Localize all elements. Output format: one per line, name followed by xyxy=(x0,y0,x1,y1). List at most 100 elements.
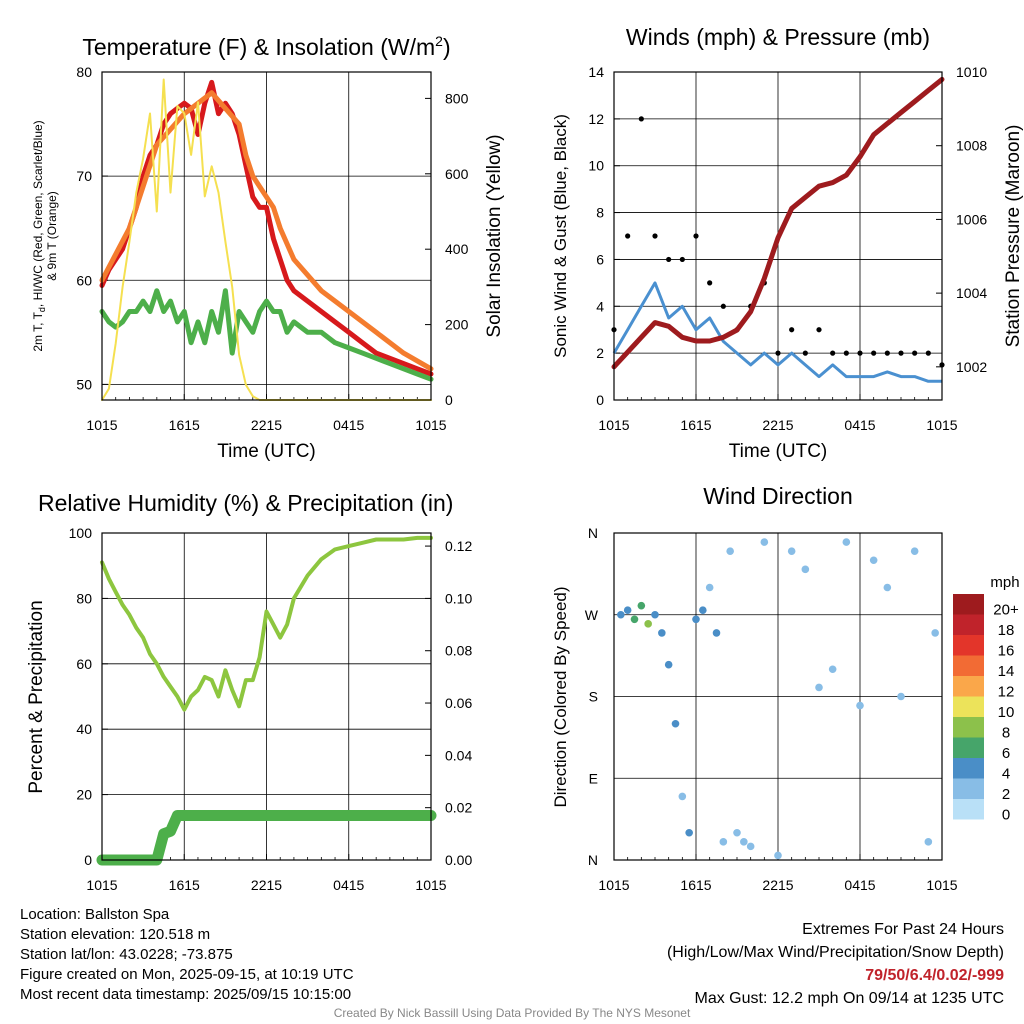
legend-label: 12 xyxy=(998,683,1015,700)
direction-point xyxy=(746,842,755,851)
y-tick-label: 80 xyxy=(76,64,92,80)
direction-point xyxy=(692,615,700,624)
x-tick-label: 2215 xyxy=(762,417,793,433)
x-tick-label: 0415 xyxy=(844,877,875,893)
direction-point xyxy=(630,615,639,624)
direction-point xyxy=(815,683,823,692)
direction-point xyxy=(644,620,652,628)
figure-created: Figure created on Mon, 2025-09-15, at 10… xyxy=(20,966,354,983)
gust-point xyxy=(830,350,836,356)
y-tick-label: E xyxy=(589,770,598,786)
direction-point xyxy=(733,828,741,837)
y2-tick-label: 800 xyxy=(445,90,469,106)
direction-point xyxy=(685,828,693,837)
y-tick-label: 60 xyxy=(76,656,92,672)
station-info: Location: Ballston Spa Station elevation… xyxy=(20,905,354,1005)
legend-swatch xyxy=(953,655,984,676)
legend-swatch xyxy=(953,696,984,717)
y-axis-label: Sonic Wind & Gust (Blue, Black) xyxy=(551,114,570,358)
gust-point xyxy=(802,350,808,356)
y2-axis-label: Station Pressure (Maroon) xyxy=(1003,125,1024,348)
y-tick-label: 80 xyxy=(76,590,92,606)
legend-label: 2 xyxy=(1002,786,1010,803)
legend-swatch xyxy=(953,778,984,799)
y2-tick-label: 0.00 xyxy=(445,852,472,868)
extremes-summary: Extremes For Past 24 Hours (High/Low/Max… xyxy=(667,918,1004,1010)
y2-tick-label: 600 xyxy=(445,166,469,182)
legend-label: 4 xyxy=(1002,765,1010,782)
gust-point xyxy=(816,327,822,333)
y2-tick-label: 0.12 xyxy=(445,538,472,554)
plot-border xyxy=(101,532,432,861)
gust-point xyxy=(693,233,699,239)
legend-title: mph xyxy=(990,574,1019,591)
gust-point xyxy=(666,256,672,263)
direction-point xyxy=(787,547,796,555)
humidity-panel: 0 20 40 60 80 100 0.00 0.02 0.04 0.06 0.08 0.10 0.12… xyxy=(26,490,472,893)
direction-point xyxy=(869,556,878,565)
direction-point xyxy=(651,610,659,619)
x-tick-label: 1015 xyxy=(926,417,957,433)
x-tick-label: 1015 xyxy=(926,877,957,893)
extremes-heading: Extremes For Past 24 Hours xyxy=(802,921,1004,938)
y2-tick-label: 0.06 xyxy=(445,695,472,711)
legend-swatch xyxy=(953,614,984,635)
y-tick-label: 10 xyxy=(588,158,604,174)
direction-point xyxy=(760,538,769,546)
y-axis-label: Direction (Colored By Speed) xyxy=(551,586,570,807)
y2-tick-label: 1008 xyxy=(956,138,987,154)
series-line-solar-insolation xyxy=(101,78,432,401)
gust-point xyxy=(625,233,631,239)
direction-point xyxy=(774,851,782,860)
gust-point xyxy=(707,280,713,286)
x-tick-label: 1015 xyxy=(86,417,117,433)
direction-point xyxy=(617,610,625,619)
gust-point xyxy=(679,256,685,263)
direction-point xyxy=(712,629,721,637)
max-gust: Max Gust: 12.2 mph On 09/14 at 1235 UTC xyxy=(694,990,1005,1007)
y2-axis-label: Solar Insolation (Yellow) xyxy=(484,134,505,337)
chart-title: Winds (mph) & Pressure (mb) xyxy=(626,24,930,50)
gust-point xyxy=(925,350,931,356)
extremes-subheading: (High/Low/Max Wind/Precipitation/Snow De… xyxy=(666,944,1004,961)
extremes-values: 79/50/6.4/0.02/-999 xyxy=(865,967,1004,984)
x-tick-label: 1015 xyxy=(598,877,629,893)
station-elevation: Station elevation: 120.518 m xyxy=(20,926,211,943)
y2-tick-label: 0.10 xyxy=(445,590,472,606)
y-tick-label: 60 xyxy=(76,272,92,288)
x-tick-label: 1015 xyxy=(598,417,629,433)
gust-point xyxy=(898,350,904,356)
chart-title: Temperature (F) & Insolation (W/m2) xyxy=(82,33,450,60)
x-tick-label: 2215 xyxy=(251,877,282,893)
plot-border xyxy=(101,71,432,401)
direction-point xyxy=(664,660,673,669)
direction-point xyxy=(671,719,680,728)
x-tick-label: 1615 xyxy=(680,417,711,433)
y-tick-label: N xyxy=(588,525,598,541)
direction-point xyxy=(828,665,837,674)
y2-tick-label: 1010 xyxy=(956,64,987,80)
y-tick-label: W xyxy=(585,607,599,623)
y-tick-label: 0 xyxy=(84,852,92,868)
gust-point xyxy=(912,350,918,356)
x-tick-label: 1615 xyxy=(680,877,711,893)
y-tick-label: S xyxy=(589,689,598,705)
gust-point xyxy=(789,327,795,333)
legend-label: 8 xyxy=(1002,724,1010,741)
direction-point xyxy=(910,547,919,555)
speed-legend: mph 20+ 18 16 14 12 10 8 6 4 2 0 xyxy=(953,574,1020,823)
y-axis-label: Percent & Precipitation xyxy=(26,600,47,793)
x-tick-label: 1615 xyxy=(169,877,200,893)
direction-point xyxy=(740,838,748,846)
series-line-sonic-wind xyxy=(612,281,942,383)
x-tick-label: 2215 xyxy=(762,877,793,893)
chart-title: Wind Direction xyxy=(703,483,853,509)
gust-point xyxy=(638,116,644,122)
y-tick-label: 40 xyxy=(76,721,92,737)
y2-tick-label: 0.04 xyxy=(445,747,472,763)
credit-line: Created By Nick Bassill Using Data Provi… xyxy=(333,1006,691,1020)
x-tick-label: 1015 xyxy=(415,877,446,893)
